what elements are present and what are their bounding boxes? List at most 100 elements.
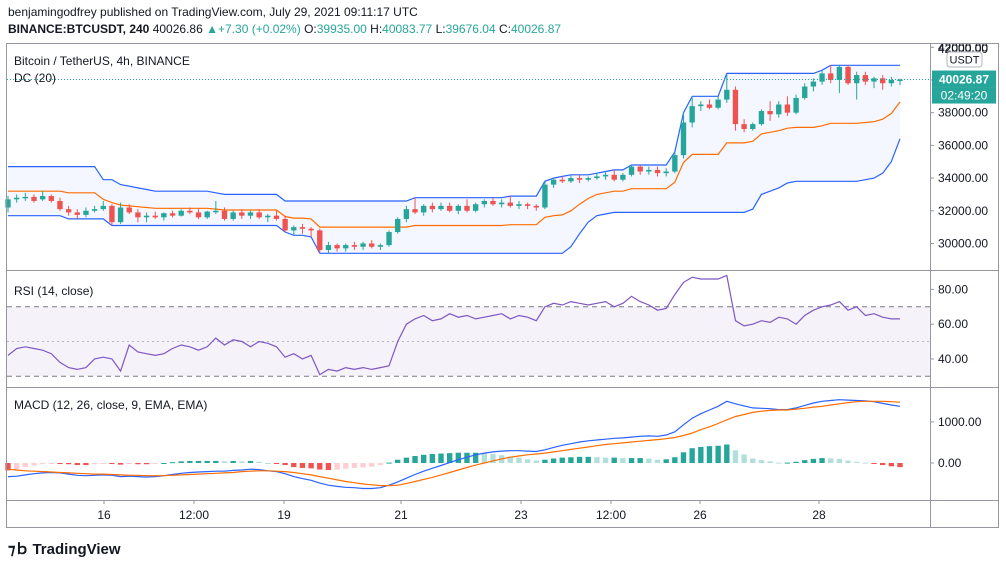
macd-histogram-bar: [689, 448, 695, 463]
macd-line: [7, 399, 901, 490]
macd-histogram-bar: [568, 457, 574, 463]
candle: [464, 199, 470, 213]
publisher-line: benjamingodfrey published on TradingView…: [8, 5, 418, 19]
candle: [732, 86, 739, 131]
candle: [57, 197, 63, 211]
macd-histogram-bar: [854, 461, 860, 463]
candle: [22, 192, 29, 201]
candle: [646, 166, 652, 175]
time-tick-label: 28: [812, 508, 826, 522]
candle-body: [143, 215, 150, 218]
candle-body: [446, 205, 453, 211]
candle-body: [421, 205, 427, 213]
candle: [611, 169, 617, 182]
dc-indicator-label[interactable]: DC (20): [14, 71, 57, 85]
candle: [39, 191, 46, 201]
macd-histogram-bar: [265, 463, 271, 464]
candle-body: [152, 215, 158, 218]
candle-body: [377, 245, 384, 247]
macd-histogram-bar: [438, 453, 444, 463]
candle-body: [836, 66, 843, 80]
candle-body: [862, 75, 869, 82]
candle-body: [74, 212, 80, 215]
macd-histogram-bar: [784, 462, 791, 464]
candle-body: [524, 204, 531, 206]
candle: [455, 204, 462, 215]
chart-frame: [6, 43, 999, 528]
brand-name: TradingView: [32, 541, 121, 558]
candle: [221, 207, 228, 221]
candle-body: [57, 200, 63, 210]
time-tick-label: 12:00: [179, 508, 209, 522]
rsi-tick-label: 80.00: [938, 282, 968, 296]
time-tick-label: 12:00: [596, 508, 626, 522]
macd-panel-title[interactable]: MACD (12, 26, close, 9, EMA, EMA): [14, 398, 208, 412]
candle: [299, 223, 306, 234]
candle: [533, 204, 539, 211]
candle-body: [395, 218, 401, 233]
rsi-panel-title[interactable]: RSI (14, close): [14, 284, 94, 298]
macd-histogram-bar: [325, 463, 332, 470]
candle-body: [879, 78, 886, 84]
candle: [282, 215, 288, 233]
candle-body: [819, 73, 825, 82]
candle-body: [317, 230, 323, 251]
candle: [109, 204, 115, 226]
close-value: 40026.87: [510, 22, 562, 36]
candle-body: [351, 245, 358, 247]
close-label: C:: [498, 22, 511, 36]
candle-body: [13, 197, 20, 200]
macd-histogram-bar: [802, 460, 808, 463]
candle-body: [637, 166, 643, 172]
candle: [750, 122, 756, 131]
candle-body: [498, 202, 505, 205]
macd-histogram-bar: [5, 463, 11, 471]
dc-band-fill: [8, 65, 900, 254]
macd-histogram-bar: [117, 463, 124, 465]
macd-histogram-bar: [369, 463, 375, 467]
time-tick-label: 19: [277, 508, 291, 522]
candle: [481, 199, 487, 208]
candle-body: [611, 174, 617, 180]
macd-histogram-bar: [828, 458, 834, 463]
candle: [213, 200, 219, 215]
macd-histogram-bar: [169, 462, 176, 464]
candle-body: [204, 211, 210, 218]
candle-body: [897, 79, 903, 82]
low-value: 39676.04: [445, 22, 496, 36]
candle: [516, 200, 522, 210]
candle: [317, 228, 323, 254]
candle-body: [576, 178, 583, 180]
candle-body: [758, 111, 765, 125]
time-tick-label: 21: [394, 508, 408, 522]
candle-body: [784, 104, 791, 113]
candle: [135, 209, 141, 223]
candle-body: [48, 196, 54, 201]
macd-tick-label: 1000.00: [938, 415, 982, 429]
macd-histogram-bar: [291, 463, 297, 468]
macd-signal-line: [7, 400, 901, 487]
candle-body: [291, 227, 297, 231]
candle: [680, 112, 687, 159]
candle-body: [828, 73, 834, 80]
macd-histogram-bar: [74, 463, 80, 466]
macd-histogram-bar: [57, 463, 63, 464]
main-panel-title: Bitcoin / TetherUS, 4h, BINANCE: [14, 54, 190, 68]
candle: [524, 202, 531, 210]
candle: [169, 210, 176, 218]
candle: [585, 176, 591, 182]
candle-body: [360, 243, 366, 247]
macd-histogram-bar: [83, 463, 89, 466]
candle-body: [65, 209, 72, 213]
candle: [195, 209, 202, 219]
candle: [247, 210, 254, 219]
candle-body: [507, 202, 513, 206]
candle: [715, 96, 721, 110]
candle-body: [100, 205, 106, 210]
macd-histogram-bar: [810, 458, 817, 463]
macd-histogram-bar: [611, 457, 617, 463]
macd-histogram-bar: [879, 463, 886, 466]
candle: [126, 204, 132, 215]
candle-body: [429, 205, 436, 210]
